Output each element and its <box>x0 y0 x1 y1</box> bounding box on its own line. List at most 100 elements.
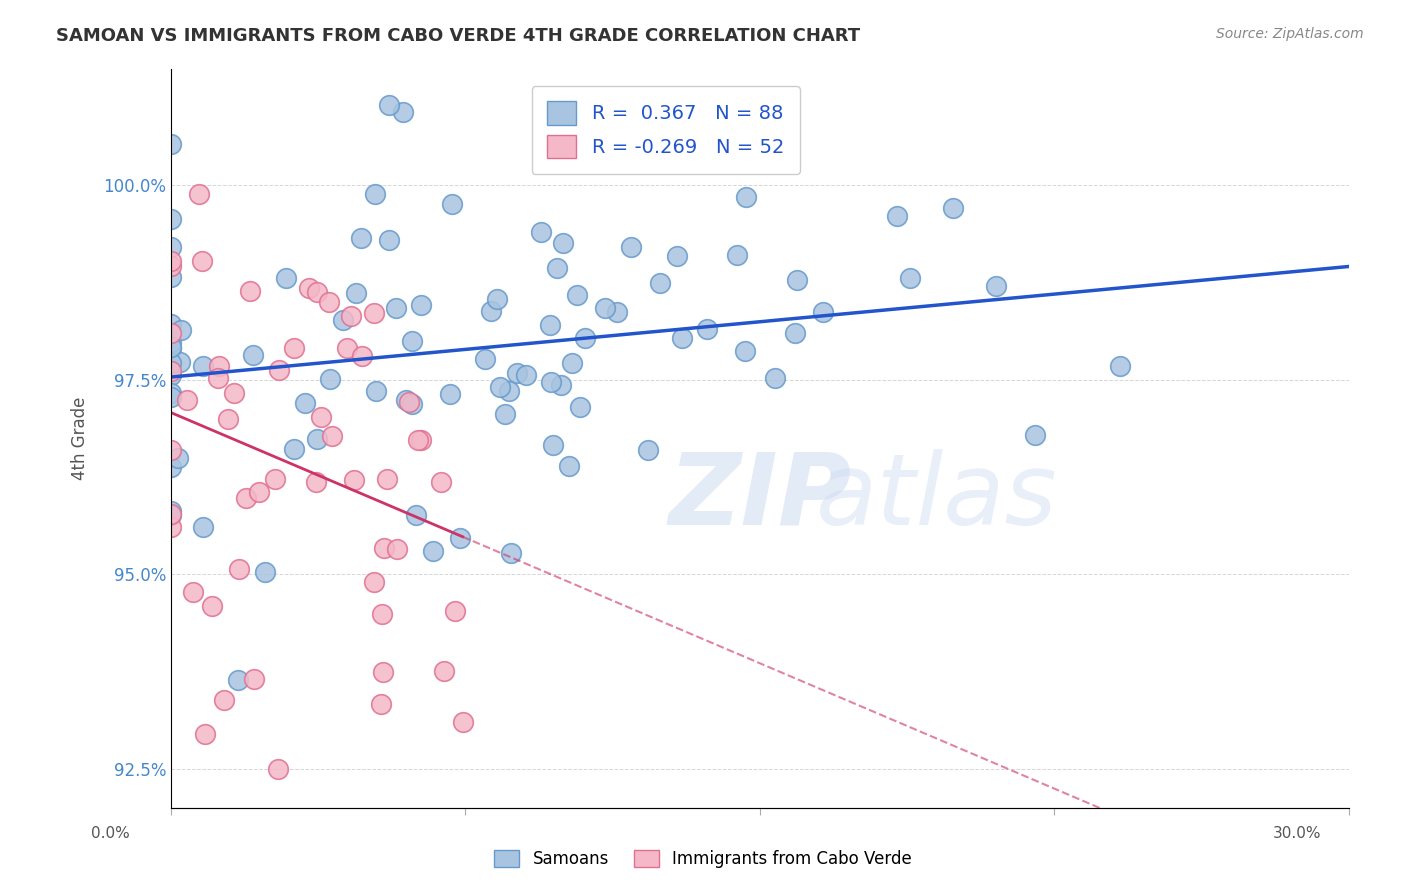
Point <box>489 380 512 394</box>
Point <box>485 292 508 306</box>
Point <box>235 491 257 506</box>
Point <box>637 443 659 458</box>
Point <box>239 284 262 298</box>
Point <box>228 561 250 575</box>
Point <box>307 432 329 446</box>
Point <box>160 253 183 268</box>
Text: Source: ZipAtlas.com: Source: ZipAtlas.com <box>1216 27 1364 41</box>
Point <box>176 393 198 408</box>
Point <box>363 306 385 320</box>
Point <box>561 356 583 370</box>
Point <box>506 366 529 380</box>
Point <box>364 186 387 201</box>
Point <box>191 253 214 268</box>
Point <box>1024 427 1046 442</box>
Point <box>294 396 316 410</box>
Point <box>409 298 432 312</box>
Point <box>984 279 1007 293</box>
Point <box>735 190 758 204</box>
Point <box>433 664 456 678</box>
Point <box>439 387 461 401</box>
Point <box>160 508 183 522</box>
Point <box>385 542 408 557</box>
Legend: Samoans, Immigrants from Cabo Verde: Samoans, Immigrants from Cabo Verde <box>488 843 918 875</box>
Point <box>886 209 908 223</box>
Point <box>898 270 921 285</box>
Point <box>401 334 423 348</box>
Point <box>160 442 183 457</box>
Point <box>811 305 834 319</box>
Point <box>160 507 183 521</box>
Point <box>449 531 471 545</box>
Y-axis label: 4th Grade: 4th Grade <box>72 396 89 480</box>
Point <box>568 400 591 414</box>
Point <box>267 762 290 776</box>
Point <box>593 301 616 316</box>
Point <box>763 371 786 385</box>
Point <box>343 473 366 487</box>
Point <box>269 362 291 376</box>
Point <box>378 233 401 247</box>
Point <box>443 604 465 618</box>
Point <box>242 348 264 362</box>
Point <box>283 341 305 355</box>
Point <box>529 225 551 239</box>
Point <box>398 395 420 409</box>
Point <box>339 309 361 323</box>
Point <box>501 546 523 560</box>
Point <box>498 384 520 398</box>
Point <box>169 355 191 369</box>
Point <box>344 286 367 301</box>
Point <box>214 692 236 706</box>
Point <box>479 303 502 318</box>
Point <box>451 715 474 730</box>
Point <box>352 349 374 363</box>
Point <box>283 442 305 457</box>
Point <box>160 390 183 404</box>
Point <box>201 599 224 613</box>
Point <box>160 519 183 533</box>
Point <box>371 607 394 622</box>
Point <box>565 288 588 302</box>
Point <box>375 472 398 486</box>
Point <box>298 281 321 295</box>
Point <box>321 429 343 443</box>
Point <box>620 240 643 254</box>
Point <box>160 341 183 355</box>
Point <box>406 433 429 447</box>
Point <box>786 273 808 287</box>
Point <box>160 270 183 285</box>
Point <box>391 104 413 119</box>
Point <box>332 313 354 327</box>
Point <box>363 574 385 589</box>
Point <box>734 344 756 359</box>
Point <box>441 197 464 211</box>
Point <box>160 356 183 370</box>
Point <box>274 270 297 285</box>
Point <box>207 371 229 385</box>
Point <box>378 98 401 112</box>
Point <box>311 409 333 424</box>
Point <box>538 318 561 333</box>
Point <box>785 326 807 341</box>
Text: 0.0%: 0.0% <box>91 827 131 841</box>
Point <box>160 240 183 254</box>
Point <box>160 504 183 518</box>
Point <box>336 341 359 355</box>
Text: ZIP: ZIP <box>668 449 852 546</box>
Point <box>305 475 328 489</box>
Point <box>207 359 229 374</box>
Point <box>366 384 388 399</box>
Point <box>160 317 183 331</box>
Point <box>648 276 671 290</box>
Point <box>160 335 183 350</box>
Point <box>370 697 392 711</box>
Text: atlas: atlas <box>815 449 1057 546</box>
Point <box>160 260 183 274</box>
Text: SAMOAN VS IMMIGRANTS FROM CABO VERDE 4TH GRADE CORRELATION CHART: SAMOAN VS IMMIGRANTS FROM CABO VERDE 4TH… <box>56 27 860 45</box>
Point <box>666 250 689 264</box>
Point <box>160 326 183 341</box>
Point <box>191 520 214 534</box>
Point <box>371 665 394 679</box>
Point <box>169 322 191 336</box>
